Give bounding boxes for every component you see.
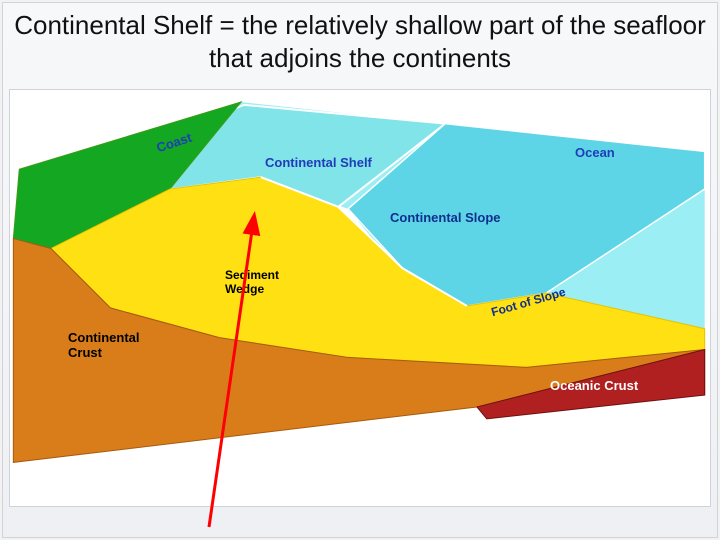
label-sediment-wedge: Sediment Wedge (225, 268, 279, 296)
slide-title: Continental Shelf = the relatively shall… (3, 9, 717, 74)
label-continental-crust: Continental Crust (68, 330, 140, 360)
label-continental-slope: Continental Slope (390, 210, 501, 225)
slide-container: Continental Shelf = the relatively shall… (2, 2, 718, 538)
label-ocean: Ocean (575, 145, 615, 160)
label-oceanic-crust: Oceanic Crust (550, 378, 638, 393)
continental-shelf-diagram: CoastContinental ShelfOceanContinental S… (9, 89, 711, 507)
label-continental-shelf: Continental Shelf (265, 155, 372, 170)
